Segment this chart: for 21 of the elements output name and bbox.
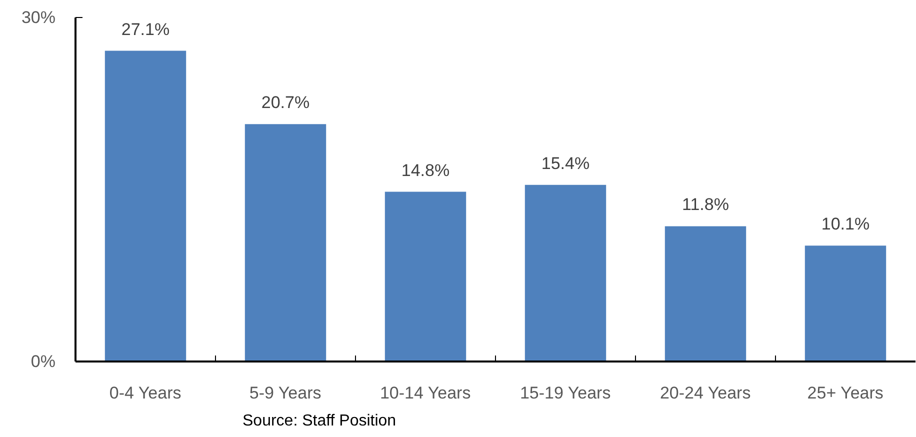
x-tick-label: 25+ Years — [807, 384, 884, 402]
bar — [104, 50, 186, 362]
bar — [244, 124, 326, 362]
x-tick-label: 15-19 Years — [520, 384, 611, 402]
x-tick-label: 20-24 Years — [660, 384, 751, 402]
bar — [384, 192, 466, 362]
data-label: 14.8% — [401, 160, 450, 180]
x-tick-label: 0-4 Years — [109, 384, 182, 402]
bar — [664, 226, 746, 362]
data-label: 27.1% — [121, 20, 170, 39]
data-label: 10.1% — [821, 214, 870, 234]
source-note: Source: Staff Position — [242, 412, 396, 430]
bar — [804, 246, 886, 362]
y-tick-label: 0% — [30, 352, 56, 371]
x-tick-label: 5-9 Years — [249, 384, 322, 402]
data-label: 11.8% — [682, 195, 729, 214]
bar — [524, 184, 606, 362]
data-label: 15.4% — [541, 154, 590, 173]
x-tick-label: 10-14 Years — [380, 384, 471, 402]
y-tick-label: 30% — [21, 8, 56, 27]
data-label: 20.7% — [261, 93, 310, 112]
